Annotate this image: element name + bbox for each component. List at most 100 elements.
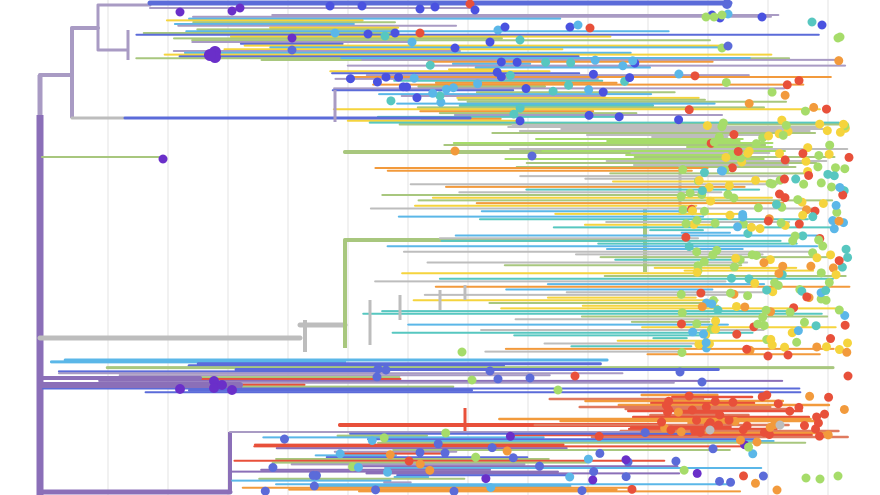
tip-node[interactable] bbox=[595, 448, 605, 458]
tip-node[interactable] bbox=[688, 327, 698, 337]
tip-node[interactable] bbox=[548, 86, 558, 96]
tip-node[interactable] bbox=[704, 182, 714, 192]
tip-node[interactable] bbox=[821, 104, 831, 114]
tip-node[interactable] bbox=[280, 434, 290, 444]
tip-node[interactable] bbox=[661, 400, 671, 410]
tip-node[interactable] bbox=[751, 139, 761, 149]
tip-node[interactable] bbox=[435, 91, 445, 101]
tip-node[interactable] bbox=[793, 195, 803, 205]
tip-node[interactable] bbox=[381, 365, 391, 375]
tip-node[interactable] bbox=[697, 186, 707, 196]
tip-node[interactable] bbox=[758, 471, 768, 481]
tip-node[interactable] bbox=[692, 215, 702, 225]
tip-node[interactable] bbox=[778, 130, 788, 140]
tip-node[interactable] bbox=[481, 474, 491, 484]
tip-node[interactable] bbox=[625, 73, 635, 83]
tip-node[interactable] bbox=[505, 70, 515, 80]
tip-node[interactable] bbox=[763, 216, 773, 226]
tip-node[interactable] bbox=[830, 163, 840, 173]
tip-node[interactable] bbox=[690, 426, 700, 436]
tip-node[interactable] bbox=[175, 384, 185, 394]
tip-node[interactable] bbox=[785, 307, 795, 317]
tip-node[interactable] bbox=[450, 43, 460, 53]
tip-node[interactable] bbox=[677, 308, 687, 318]
tip-node[interactable] bbox=[508, 453, 518, 463]
tip-node[interactable] bbox=[541, 57, 551, 67]
tip-node[interactable] bbox=[505, 431, 515, 441]
tip-node[interactable] bbox=[811, 321, 821, 331]
tip-node[interactable] bbox=[450, 146, 460, 156]
tip-node[interactable] bbox=[794, 76, 804, 86]
tip-node[interactable] bbox=[260, 486, 270, 495]
tip-node[interactable] bbox=[487, 443, 497, 453]
tip-node[interactable] bbox=[843, 338, 853, 348]
tip-node[interactable] bbox=[780, 155, 790, 165]
tip-node[interactable] bbox=[509, 109, 519, 119]
tip-node[interactable] bbox=[692, 247, 702, 257]
tip-node[interactable] bbox=[834, 56, 844, 66]
tip-node[interactable] bbox=[217, 380, 227, 390]
tip-node[interactable] bbox=[780, 193, 790, 203]
tip-node[interactable] bbox=[833, 471, 843, 481]
tip-node[interactable] bbox=[570, 371, 580, 381]
tip-node[interactable] bbox=[590, 55, 600, 65]
tip-node[interactable] bbox=[766, 334, 776, 344]
tip-node[interactable] bbox=[832, 207, 842, 217]
tip-node[interactable] bbox=[486, 482, 496, 492]
tip-node[interactable] bbox=[798, 231, 808, 241]
tip-node[interactable] bbox=[834, 305, 844, 315]
tip-node[interactable] bbox=[726, 288, 736, 298]
tip-node[interactable] bbox=[774, 148, 784, 158]
tip-node[interactable] bbox=[235, 3, 245, 13]
tip-node[interactable] bbox=[727, 163, 737, 173]
tip-node[interactable] bbox=[718, 118, 728, 128]
tip-node[interactable] bbox=[716, 166, 726, 176]
tip-node[interactable] bbox=[800, 106, 810, 116]
tip-node[interactable] bbox=[824, 392, 834, 402]
tip-node[interactable] bbox=[778, 261, 788, 271]
tip-node[interactable] bbox=[755, 224, 765, 234]
tip-node[interactable] bbox=[485, 37, 495, 47]
tip-node[interactable] bbox=[772, 485, 782, 495]
tip-node[interactable] bbox=[711, 316, 721, 326]
tip-node[interactable] bbox=[515, 35, 525, 45]
tip-node[interactable] bbox=[441, 84, 451, 94]
tip-node[interactable] bbox=[676, 319, 686, 329]
tip-node[interactable] bbox=[676, 427, 686, 437]
tip-node[interactable] bbox=[687, 405, 697, 415]
tip-node[interactable] bbox=[798, 210, 808, 220]
tip-node[interactable] bbox=[428, 88, 438, 98]
tip-node[interactable] bbox=[765, 178, 775, 188]
tip-node[interactable] bbox=[448, 83, 458, 93]
tip-node[interactable] bbox=[783, 350, 793, 360]
tip-node[interactable] bbox=[828, 263, 838, 273]
tip-node[interactable] bbox=[681, 232, 691, 242]
tip-node[interactable] bbox=[512, 57, 522, 67]
tip-node[interactable] bbox=[493, 374, 503, 384]
tip-node[interactable] bbox=[835, 127, 845, 137]
tip-node[interactable] bbox=[684, 241, 694, 251]
tip-node[interactable] bbox=[357, 1, 367, 11]
tip-node[interactable] bbox=[440, 448, 450, 458]
tip-node[interactable] bbox=[227, 6, 237, 16]
tip-node[interactable] bbox=[209, 376, 219, 386]
tip-node[interactable] bbox=[701, 12, 711, 22]
tip-node[interactable] bbox=[794, 219, 804, 229]
tip-node[interactable] bbox=[379, 433, 389, 443]
tip-node[interactable] bbox=[394, 72, 404, 82]
tip-node[interactable] bbox=[705, 425, 715, 435]
tip-node[interactable] bbox=[373, 364, 383, 374]
tip-node[interactable] bbox=[308, 470, 318, 480]
tip-node[interactable] bbox=[158, 154, 168, 164]
tip-node[interactable] bbox=[738, 212, 748, 222]
tip-node[interactable] bbox=[790, 231, 800, 241]
tip-node[interactable] bbox=[742, 421, 752, 431]
tip-node[interactable] bbox=[614, 112, 624, 122]
tip-node[interactable] bbox=[674, 69, 684, 79]
tip-node[interactable] bbox=[826, 250, 836, 260]
tip-node[interactable] bbox=[702, 121, 712, 131]
tip-node[interactable] bbox=[710, 218, 720, 228]
tip-node[interactable] bbox=[457, 347, 467, 357]
tip-node[interactable] bbox=[675, 367, 685, 377]
